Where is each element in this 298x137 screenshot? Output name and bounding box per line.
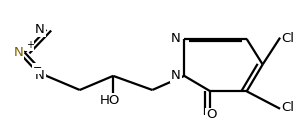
- Text: HO: HO: [100, 94, 120, 107]
- Text: O: O: [206, 108, 217, 121]
- Text: N: N: [171, 32, 181, 45]
- Text: N: N: [13, 46, 23, 59]
- Text: N: N: [35, 23, 45, 36]
- Text: Cl: Cl: [282, 101, 294, 114]
- Text: N: N: [171, 69, 181, 82]
- Text: Cl: Cl: [282, 32, 294, 45]
- Text: N: N: [35, 69, 45, 82]
- Text: −: −: [32, 64, 42, 73]
- Text: +: +: [26, 40, 34, 50]
